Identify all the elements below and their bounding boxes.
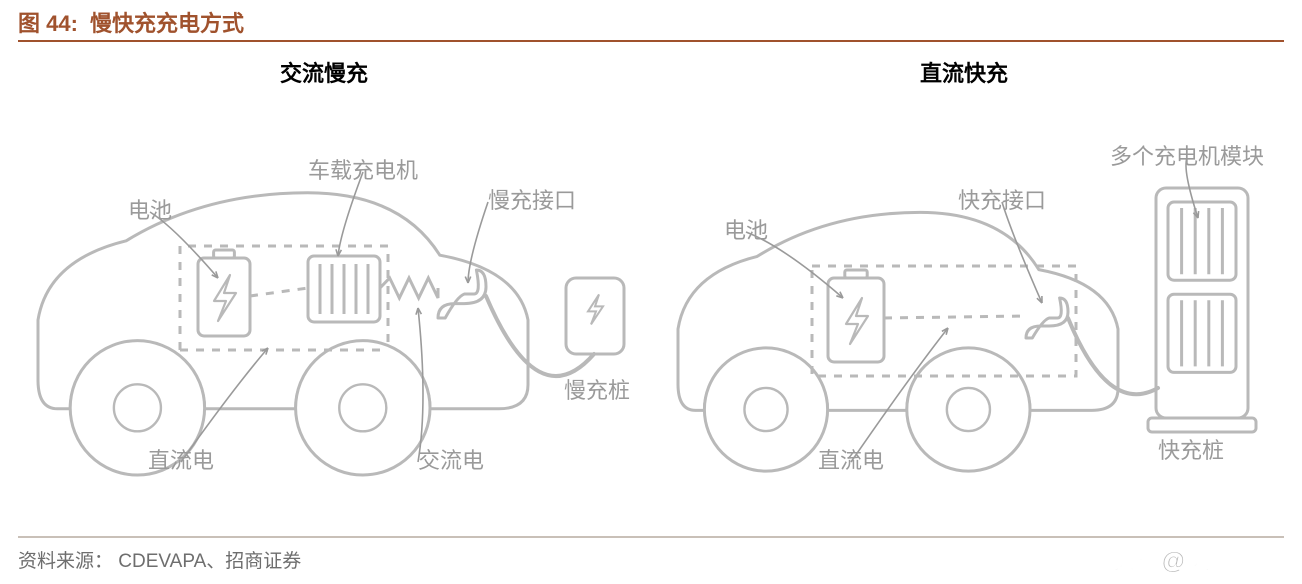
svg-text:电池: 电池 [128,198,172,223]
figure-title: 图 44: 慢快充充电方式 [18,6,244,38]
svg-text:慢充桩: 慢充桩 [564,378,630,403]
svg-text:交流电: 交流电 [418,448,484,473]
figure-text: 慢快充充电方式 [90,11,244,36]
diagram-area: 电池车载充电机慢充接口直流电交流电慢充桩电池快充接口多个充电机模块直流电快充桩 [18,88,1284,528]
source-rule [18,536,1284,538]
title-rule [18,40,1284,42]
svg-text:车载充电机: 车载充电机 [308,158,418,183]
svg-text:多个充电机模块: 多个充电机模块 [1110,144,1264,169]
svg-text:快充桩: 快充桩 [1158,438,1224,463]
source-label: 资料来源： [18,551,113,572]
svg-text:慢充接口: 慢充接口 [488,188,576,213]
watermark: 头条@远瞻智库 [1112,541,1286,576]
svg-text:直流电: 直流电 [148,448,214,473]
figure-prefix: 图 44: [18,11,78,36]
source-value: CDEVAPA、招商证券 [118,551,301,572]
right-column-header: 直流快充 [920,56,1008,88]
svg-text:直流电: 直流电 [818,448,884,473]
left-column-header: 交流慢充 [280,56,368,88]
svg-text:快充接口: 快充接口 [958,188,1046,213]
source-line: 资料来源： CDEVAPA、招商证券 [18,546,301,573]
